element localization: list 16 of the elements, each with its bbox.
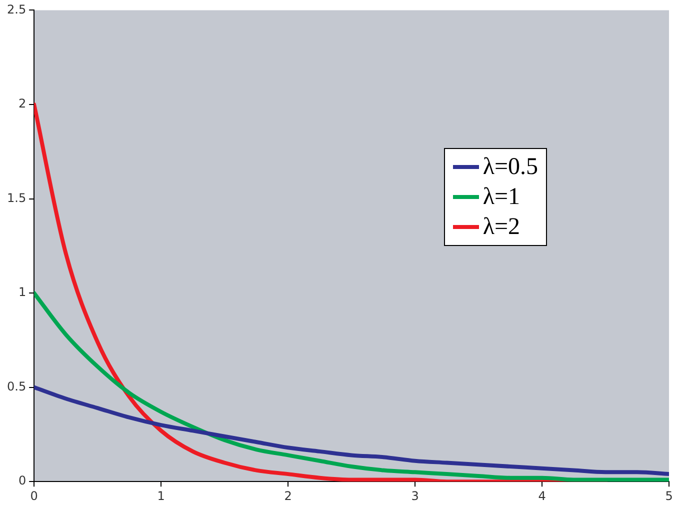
x-tick-label: 1 [157, 488, 165, 503]
legend-label: λ=2 [482, 213, 520, 242]
legend-label: λ=0.5 [482, 153, 538, 182]
x-tick-label: 0 [30, 488, 38, 503]
x-tick-label: 2 [284, 488, 292, 503]
y-tick-label: 0 [18, 474, 26, 488]
y-tick-label: 2 [18, 96, 26, 111]
x-tick-label: 5 [665, 488, 673, 503]
legend-label: λ=1 [482, 183, 520, 212]
x-tick-label: 3 [411, 488, 419, 503]
y-tick-label: 1.5 [6, 190, 26, 205]
line-series [34, 385, 669, 476]
y-tick-label: 0.5 [6, 379, 26, 394]
y-tick-label: 1 [18, 285, 26, 300]
x-tick-label: 4 [538, 488, 546, 503]
y-tick-label: 2.5 [6, 2, 26, 16]
